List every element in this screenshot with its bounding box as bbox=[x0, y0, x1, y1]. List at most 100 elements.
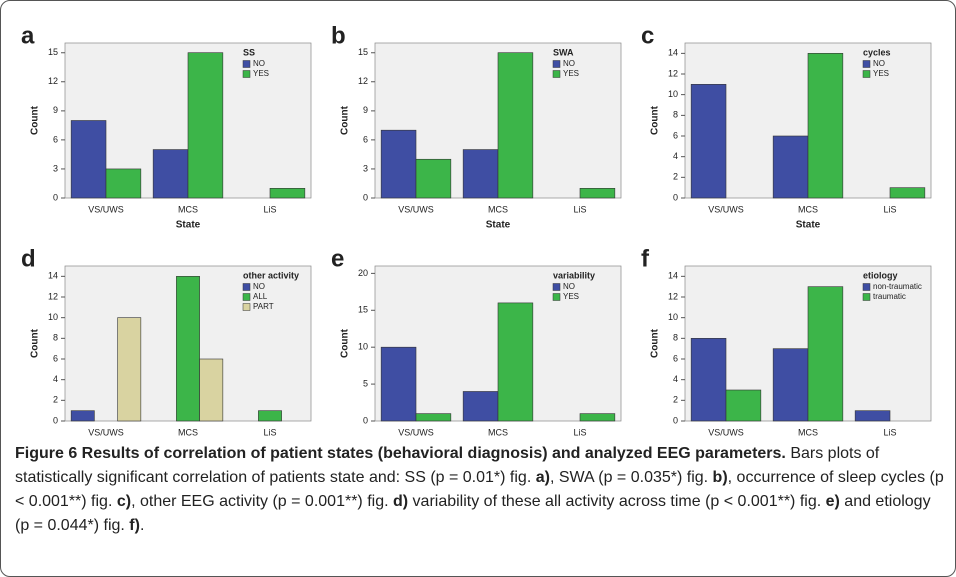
y-tick-label: 4 bbox=[53, 374, 58, 384]
bar bbox=[258, 410, 282, 422]
y-tick-label: 12 bbox=[668, 68, 678, 78]
caption-text: Bars plots of statistically significant … bbox=[15, 445, 880, 486]
bar bbox=[462, 391, 499, 422]
legend-label: NO bbox=[253, 282, 265, 291]
y-tick-label: 0 bbox=[53, 415, 58, 425]
caption: Figure 6 Results of correlation of patie… bbox=[15, 442, 945, 538]
y-tick-label: 0 bbox=[673, 192, 678, 202]
legend-label: NO bbox=[873, 59, 885, 68]
legend-title: variability bbox=[553, 270, 595, 280]
x-tick-label: VS/UWS bbox=[88, 427, 124, 437]
legend-label: non-traumatic bbox=[873, 282, 922, 291]
legend-swatch bbox=[862, 60, 871, 68]
bar bbox=[772, 348, 809, 422]
legend-label: NO bbox=[253, 59, 265, 68]
legend-title: etiology bbox=[863, 270, 898, 280]
chart-panel: c 0 2 4 6 8 10 12 14 VS/UWS MCS LiS State Count cycles… bbox=[641, 22, 932, 231]
y-axis-label: Count bbox=[650, 328, 661, 358]
y-tick-label: 12 bbox=[48, 291, 58, 301]
y-tick-label: 4 bbox=[673, 151, 678, 161]
y-tick-label: 3 bbox=[53, 163, 58, 173]
caption-ref: d) bbox=[392, 493, 409, 510]
y-axis-label: Count bbox=[30, 328, 41, 358]
y-axis-label: Count bbox=[30, 105, 41, 135]
legend-swatch bbox=[552, 60, 561, 68]
x-axis-label: State bbox=[796, 220, 821, 231]
y-tick-label: 14 bbox=[668, 48, 678, 58]
legend-swatch bbox=[242, 70, 251, 78]
x-axis-label: State bbox=[486, 220, 511, 231]
y-tick-label: 5 bbox=[363, 378, 368, 388]
bar bbox=[176, 276, 200, 422]
legend-label: NO bbox=[563, 282, 575, 291]
bar bbox=[70, 120, 107, 199]
caption-text: , occurrence of sleep cycles (p < 0.001*… bbox=[15, 469, 944, 510]
y-tick-label: 6 bbox=[673, 353, 678, 363]
legend-label: YES bbox=[873, 69, 889, 78]
x-tick-label: LiS bbox=[883, 204, 896, 214]
x-tick-label: LiS bbox=[263, 204, 276, 214]
y-tick-label: 0 bbox=[363, 415, 368, 425]
bar bbox=[380, 346, 417, 422]
bar bbox=[117, 317, 142, 422]
x-tick-label: LiS bbox=[573, 427, 586, 437]
y-tick-label: 3 bbox=[363, 163, 368, 173]
caption-text: . bbox=[139, 517, 145, 534]
bar bbox=[462, 149, 499, 199]
bar bbox=[772, 135, 809, 199]
bar bbox=[854, 410, 891, 422]
caption-ref: f) bbox=[129, 517, 140, 534]
x-tick-label: MCS bbox=[488, 204, 508, 214]
x-tick-label: MCS bbox=[798, 427, 818, 437]
y-tick-label: 15 bbox=[358, 47, 368, 57]
y-tick-label: 6 bbox=[363, 134, 368, 144]
y-tick-label: 12 bbox=[48, 76, 58, 86]
y-tick-label: 0 bbox=[673, 415, 678, 425]
bar bbox=[269, 188, 306, 199]
bar bbox=[690, 84, 727, 199]
bar bbox=[199, 358, 224, 422]
y-tick-label: 4 bbox=[673, 374, 678, 384]
bar bbox=[380, 129, 417, 199]
legend-swatch bbox=[862, 293, 871, 301]
bar bbox=[105, 168, 142, 199]
legend-swatch bbox=[862, 283, 871, 291]
legend-label: YES bbox=[253, 69, 269, 78]
panel-letter: e bbox=[331, 245, 344, 272]
panel-letter: c bbox=[641, 22, 654, 49]
y-axis-label: Count bbox=[650, 105, 661, 135]
y-tick-label: 10 bbox=[358, 342, 368, 352]
legend-title: SWA bbox=[553, 47, 574, 57]
bar bbox=[152, 149, 189, 199]
x-axis-label: State bbox=[176, 220, 201, 231]
caption-title: Figure 6 Results of correlation of patie… bbox=[15, 445, 786, 462]
bar bbox=[497, 52, 534, 199]
x-tick-label: MCS bbox=[488, 427, 508, 437]
x-tick-label: VS/UWS bbox=[708, 204, 744, 214]
caption-ref: e) bbox=[825, 493, 840, 510]
chart-panel: d02468101214VS/UWSMCSLiSStateCountother … bbox=[21, 245, 312, 437]
legend-label: ALL bbox=[253, 292, 268, 301]
chart-panel: f02468101214VS/UWSMCSLiSStateCountetiolo… bbox=[641, 245, 932, 437]
legend-label: traumatic bbox=[873, 292, 906, 301]
y-axis-label: Count bbox=[340, 328, 351, 358]
legend-swatch bbox=[242, 303, 251, 311]
bar bbox=[579, 413, 616, 422]
y-tick-label: 6 bbox=[673, 130, 678, 140]
legend-title: other activity bbox=[243, 270, 299, 280]
legend-swatch bbox=[552, 70, 561, 78]
y-tick-label: 2 bbox=[673, 395, 678, 405]
y-tick-label: 14 bbox=[668, 271, 678, 281]
bar bbox=[497, 302, 534, 422]
x-tick-label: LiS bbox=[573, 204, 586, 214]
legend-label: NO bbox=[563, 59, 575, 68]
y-tick-label: 14 bbox=[48, 271, 58, 281]
x-tick-label: VS/UWS bbox=[88, 204, 124, 214]
panel-letter: a bbox=[21, 22, 35, 49]
y-tick-label: 12 bbox=[358, 76, 368, 86]
bar bbox=[807, 53, 844, 199]
y-tick-label: 9 bbox=[53, 105, 58, 115]
y-tick-label: 0 bbox=[363, 192, 368, 202]
